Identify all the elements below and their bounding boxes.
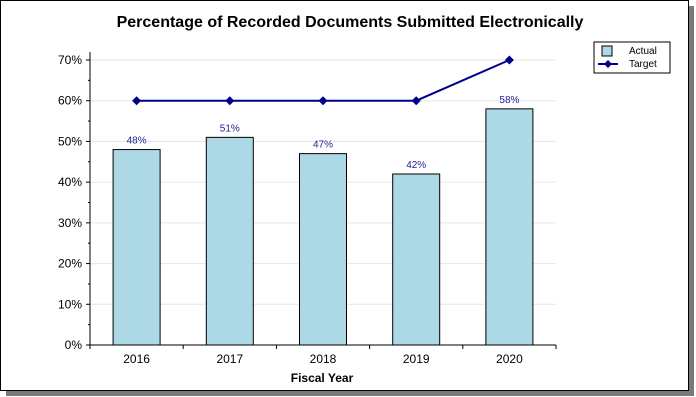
target-line <box>136 59 510 102</box>
legend-actual-label: Actual <box>629 46 657 57</box>
chart-title: Percentage of Recorded Documents Submitt… <box>117 14 584 31</box>
y-tick-label: 70% <box>58 53 82 67</box>
y-tick-label: 50% <box>58 134 82 148</box>
frame-shadow-bottom <box>6 391 694 396</box>
data-label: 47% <box>313 140 333 151</box>
y-tick-label: 0% <box>65 338 83 352</box>
x-tick-label: 2020 <box>496 352 523 366</box>
target-point-2017 <box>225 96 235 106</box>
target-point-2019 <box>411 96 421 106</box>
legend-target-label: Target <box>629 59 657 70</box>
data-labels: 48% 51% 47% 42% 58% <box>127 95 520 171</box>
x-tick-label: 2017 <box>216 352 243 366</box>
x-tick-label: 2019 <box>403 352 430 366</box>
x-axis-ticks: 2016 2017 2018 2019 2020 <box>89 345 557 366</box>
bar-actual-2017 <box>205 136 254 346</box>
target-point-2018 <box>318 96 328 106</box>
legend-actual-swatch <box>601 45 613 57</box>
bars <box>112 108 534 346</box>
target-point-2020 <box>504 55 514 65</box>
bar-actual-2018 <box>299 153 347 346</box>
axes <box>89 52 556 346</box>
target-point-2016 <box>132 96 142 106</box>
y-tick-label: 10% <box>58 297 82 311</box>
legend-target-marker <box>604 60 612 68</box>
x-axis-label: Fiscal Year <box>291 371 354 385</box>
y-tick-label: 20% <box>58 257 82 271</box>
data-label: 51% <box>220 123 240 134</box>
data-label: 42% <box>406 160 426 171</box>
y-tick-label: 60% <box>58 94 82 108</box>
bar-actual-2016 <box>112 149 161 346</box>
target-line-series <box>132 55 514 106</box>
x-tick-label: 2016 <box>123 352 150 366</box>
frame-shadow-right <box>689 6 694 395</box>
legend: Actual Target <box>593 41 671 74</box>
y-axis-ticks: 0% 10% 20% 30% 40% 50% 60% 70% <box>58 53 90 352</box>
data-label: 58% <box>499 95 519 106</box>
x-tick-label: 2018 <box>310 352 337 366</box>
bar-actual-2020 <box>485 108 534 346</box>
y-tick-label: 40% <box>58 175 82 189</box>
y-tick-label: 30% <box>58 216 82 230</box>
data-label: 48% <box>127 136 147 147</box>
bar-actual-2019 <box>392 173 441 346</box>
chart-svg: Percentage of Recorded Documents Submitt… <box>58 14 671 385</box>
